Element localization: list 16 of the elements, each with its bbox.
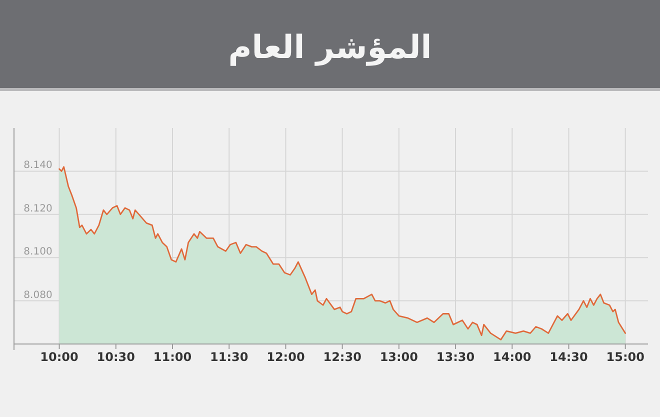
x-tick-label: 12:00 [266, 350, 305, 364]
x-tick-label: 14:30 [550, 350, 588, 364]
chart-title: المؤشر العام [228, 28, 432, 66]
x-tick-label: 15:00 [606, 350, 644, 364]
x-tick-label: 10:00 [40, 350, 78, 364]
x-tick-label: 12:30 [323, 350, 362, 364]
x-tick-label: 11:00 [153, 350, 192, 364]
y-tick-label: 8.140 [24, 160, 52, 172]
x-tick-label: 13:30 [436, 350, 475, 364]
y-tick-label: 8.080 [24, 290, 52, 301]
y-tick-label: 8.100 [24, 246, 52, 258]
x-tick-label: 13:00 [380, 350, 418, 364]
x-tick-label: 10:30 [96, 350, 135, 364]
x-tick-label: 11:30 [210, 350, 248, 364]
y-tick-label: 8.120 [24, 203, 52, 214]
x-tick-label: 14:00 [493, 350, 532, 364]
